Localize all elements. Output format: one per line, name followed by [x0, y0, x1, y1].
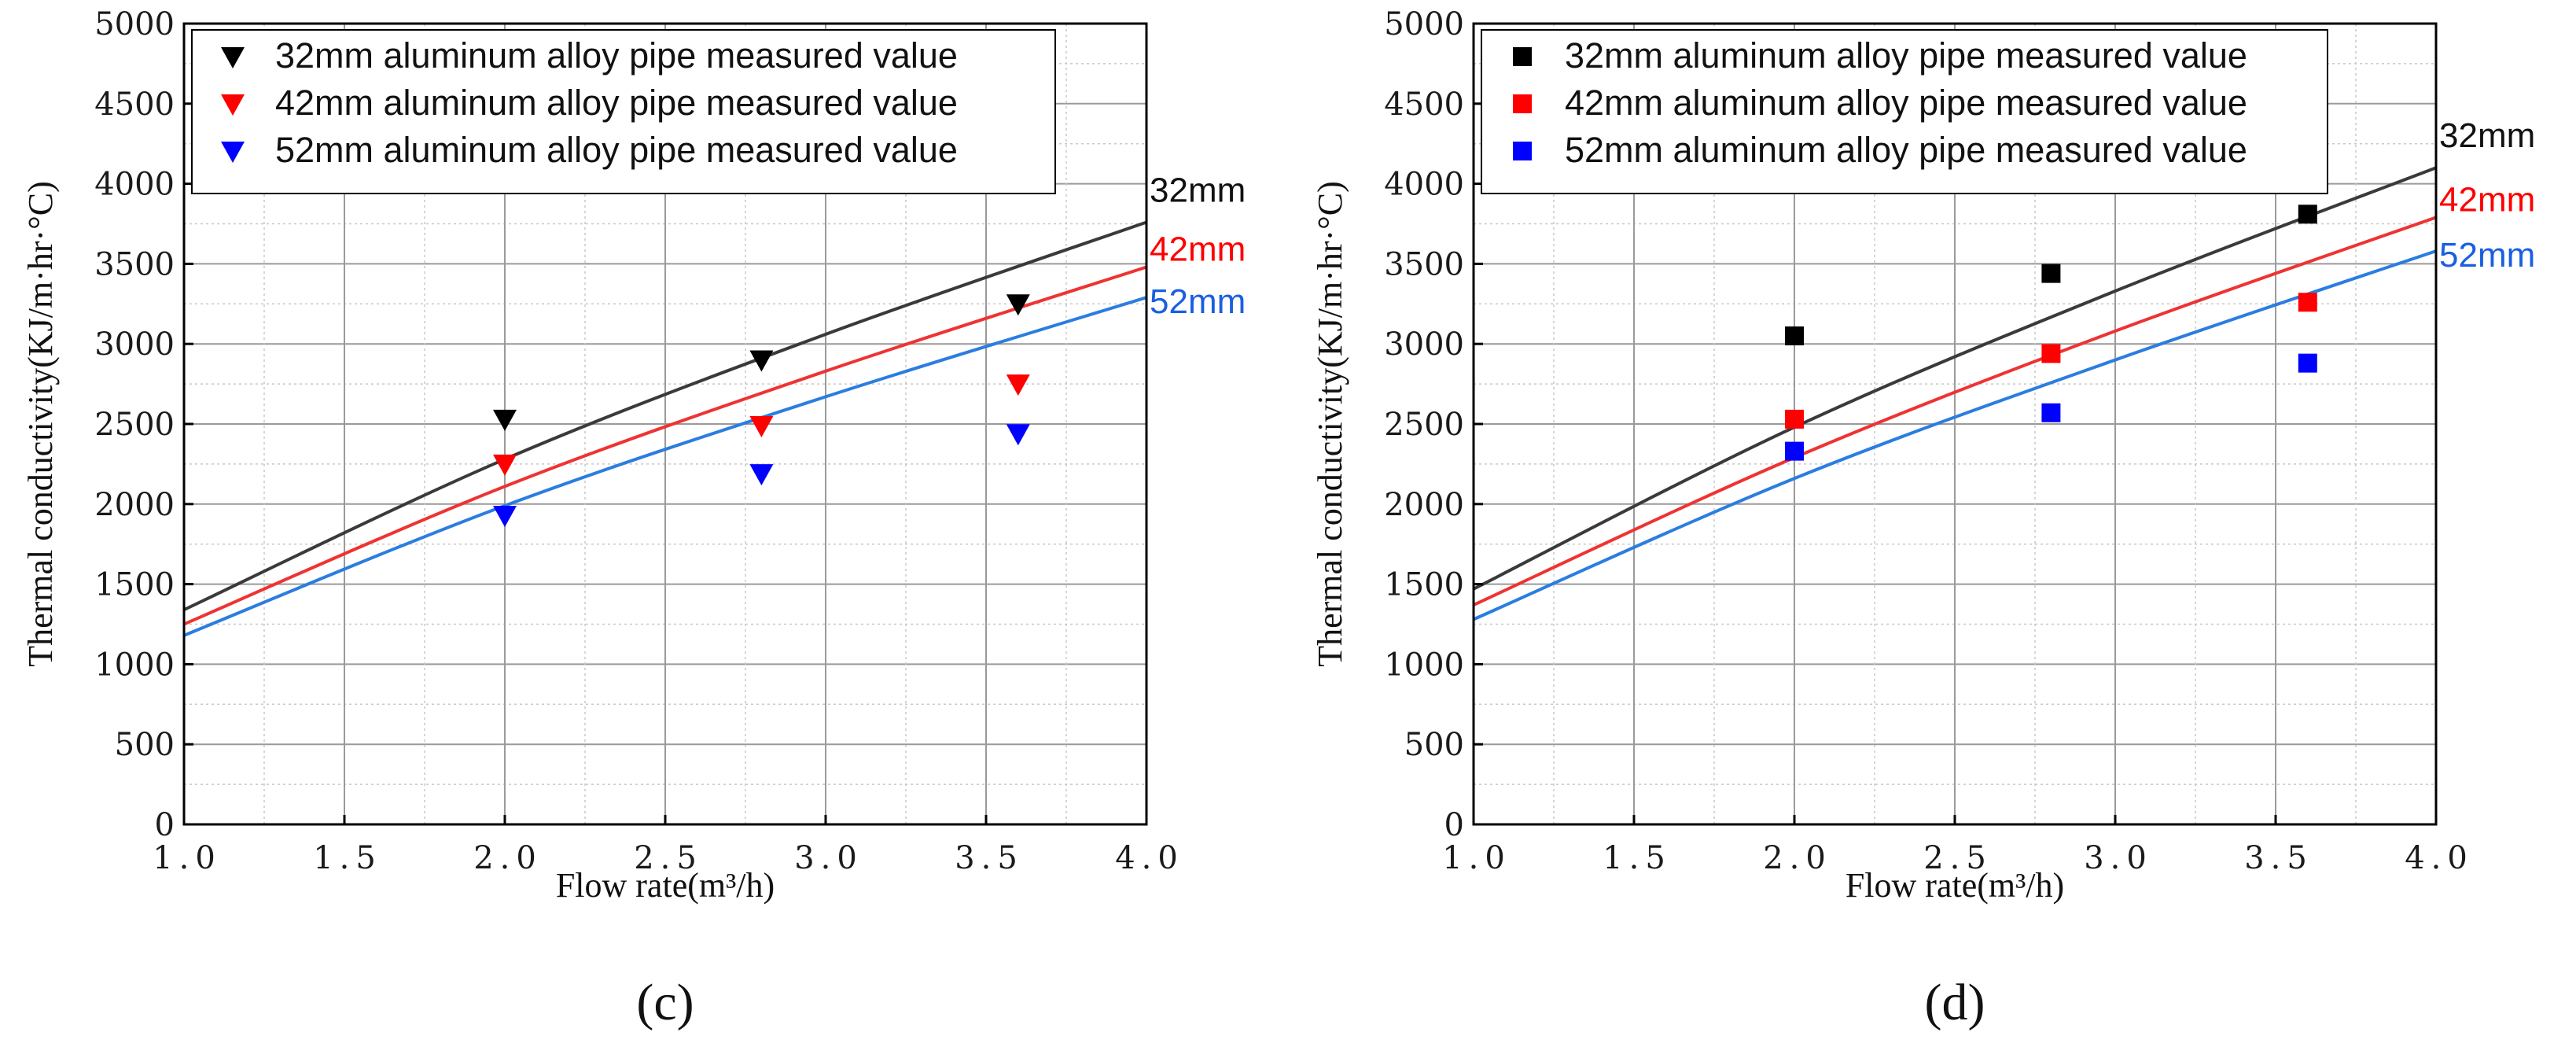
x-tick-label: 1.5: [313, 840, 382, 876]
data-point: [749, 350, 774, 372]
legend-label: 52mm aluminum alloy pipe measured value: [275, 130, 958, 170]
y-tick-label: 2000: [1384, 487, 1464, 523]
x-axis-title: Flow rate(m³/h): [556, 866, 775, 905]
data-point: [1785, 326, 1804, 346]
x-tick-label: 3.0: [2084, 840, 2153, 876]
y-tick-label: 500: [115, 727, 175, 763]
x-tick-label: 2.0: [473, 840, 543, 876]
data-point: [2041, 403, 2061, 422]
y-tick-label: 0: [1444, 807, 1464, 843]
legend-box: [1481, 29, 2328, 194]
x-axis-title: Flow rate(m³/h): [1846, 866, 2064, 905]
data-point: [2298, 353, 2317, 373]
data-point: [493, 409, 517, 431]
fit-curve-52mm: [1473, 249, 2437, 621]
legend-label: 42mm aluminum alloy pipe measured value: [275, 83, 958, 123]
data-point: [1006, 374, 1030, 396]
fit-curve-32mm: [183, 220, 1147, 611]
chart-panel-c: 0 500 1000 1500 2000 2500 3000 3500 4000 4500 5000…: [21, 6, 1246, 1031]
data-point: [1785, 409, 1804, 429]
data-point: [2041, 264, 2061, 283]
fit-curve-32mm: [1473, 166, 2437, 591]
legend-label: 52mm aluminum alloy pipe measured value: [1565, 130, 2247, 170]
y-axis-title: Thermal conductivity(KJ/m·hr·°C): [1311, 181, 1349, 667]
y-tick-label: 1000: [1384, 647, 1464, 683]
legend-marker: [1513, 47, 1532, 66]
x-tick-label: 1.5: [1603, 840, 1672, 876]
data-point: [749, 416, 774, 438]
y-tick-label: 3500: [1384, 246, 1464, 282]
x-tick-label: 2.5: [1923, 840, 1993, 876]
chart-panel-d: 0 500 1000 1500 2000 2500 3000 3500 4000 4500 5000…: [1311, 6, 2535, 1031]
curve-label-32mm: 32mm: [2439, 116, 2535, 155]
fit-curve-52mm: [183, 296, 1147, 637]
fit-curve-42mm: [183, 265, 1147, 626]
x-tick-label: 4.0: [1115, 840, 1184, 876]
y-tick-label: 4500: [1384, 87, 1464, 123]
curve-label-42mm: 42mm: [2439, 180, 2535, 219]
y-tick-label: 3000: [94, 326, 175, 363]
legend-box: [191, 29, 1056, 194]
legend-marker: [221, 142, 245, 163]
y-tick-label: 4500: [94, 87, 175, 123]
y-tick-label: 0: [155, 807, 175, 843]
y-tick-label: 1000: [94, 647, 175, 683]
legend-marker: [221, 94, 245, 116]
y-tick-label: 3500: [94, 246, 175, 282]
y-tick-label: 5000: [1384, 6, 1464, 42]
y-tick-label: 2500: [1384, 407, 1464, 443]
data-point: [493, 454, 517, 476]
x-tick-label: 1.0: [153, 840, 222, 876]
data-point: [1785, 441, 1804, 461]
legend-marker: [1513, 142, 1532, 160]
x-tick-label: 4.0: [2405, 840, 2474, 876]
y-axis-title: Thermal conductivity(KJ/m·hr·°C): [21, 181, 60, 667]
data-point: [749, 464, 774, 486]
x-tick-label: 3.5: [955, 840, 1024, 876]
y-tick-label: 1500: [94, 567, 175, 603]
x-tick-label: 3.5: [2244, 840, 2313, 876]
x-tick-label: 1.0: [1442, 840, 1511, 876]
data-point: [1006, 294, 1030, 316]
data-point: [493, 506, 517, 528]
legend-marker: [221, 47, 245, 68]
y-tick-label: 1500: [1384, 567, 1464, 603]
legend-label: 32mm aluminum alloy pipe measured value: [1565, 35, 2247, 76]
curve-label-52mm: 52mm: [1150, 282, 1246, 321]
curve-label-32mm: 32mm: [1150, 171, 1246, 209]
x-tick-label: 3.0: [794, 840, 863, 876]
fit-curve-42mm: [1473, 216, 2437, 606]
x-tick-label: 2.5: [634, 840, 703, 876]
curve-label-42mm: 42mm: [1150, 230, 1246, 268]
y-tick-label: 4000: [1384, 167, 1464, 203]
panel-label: (c): [636, 974, 694, 1031]
y-tick-label: 3000: [1384, 326, 1464, 363]
legend-marker: [1513, 94, 1532, 113]
legend-label: 32mm aluminum alloy pipe measured value: [275, 35, 958, 76]
data-point: [2298, 205, 2317, 224]
legend-label: 42mm aluminum alloy pipe measured value: [1565, 83, 2247, 123]
data-point: [1006, 424, 1030, 446]
y-tick-label: 2000: [94, 487, 175, 523]
y-tick-label: 4000: [94, 167, 175, 203]
y-tick-label: 500: [1404, 727, 1464, 763]
x-tick-label: 2.0: [1763, 840, 1832, 876]
curve-label-52mm: 52mm: [2439, 236, 2535, 275]
data-point: [2298, 293, 2317, 312]
y-tick-label: 2500: [94, 407, 175, 443]
panel-label: (d): [1925, 974, 1985, 1031]
data-point: [2041, 344, 2061, 363]
y-tick-label: 5000: [94, 6, 175, 42]
